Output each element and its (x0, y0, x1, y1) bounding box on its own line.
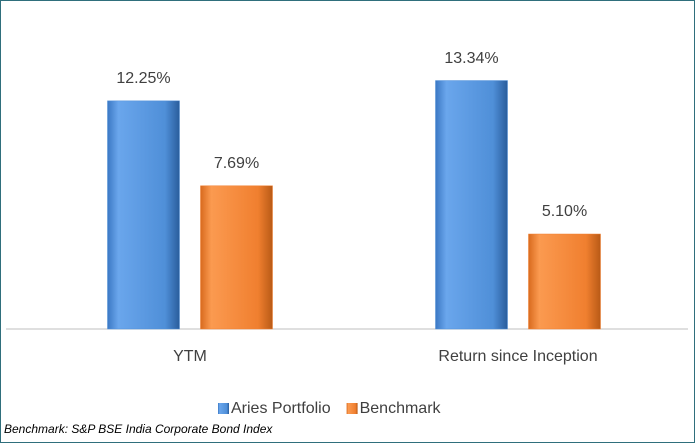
footnote: Benchmark: S&P BSE India Corporate Bond … (4, 422, 273, 436)
bar (200, 185, 273, 330)
data-label: 5.10% (542, 203, 587, 220)
legend-swatch (218, 403, 229, 414)
legend-label: Aries Portfolio (231, 400, 331, 417)
x-tick-label: Return since Inception (438, 348, 597, 365)
legend-swatch (346, 403, 358, 414)
bar (107, 100, 180, 330)
bar (435, 80, 508, 330)
data-label: 12.25% (116, 70, 170, 87)
data-label: 13.34% (444, 50, 498, 67)
bar (528, 233, 601, 330)
x-tick-label: YTM (173, 348, 207, 365)
data-label: 7.69% (214, 155, 259, 172)
legend-label: Benchmark (360, 400, 442, 417)
